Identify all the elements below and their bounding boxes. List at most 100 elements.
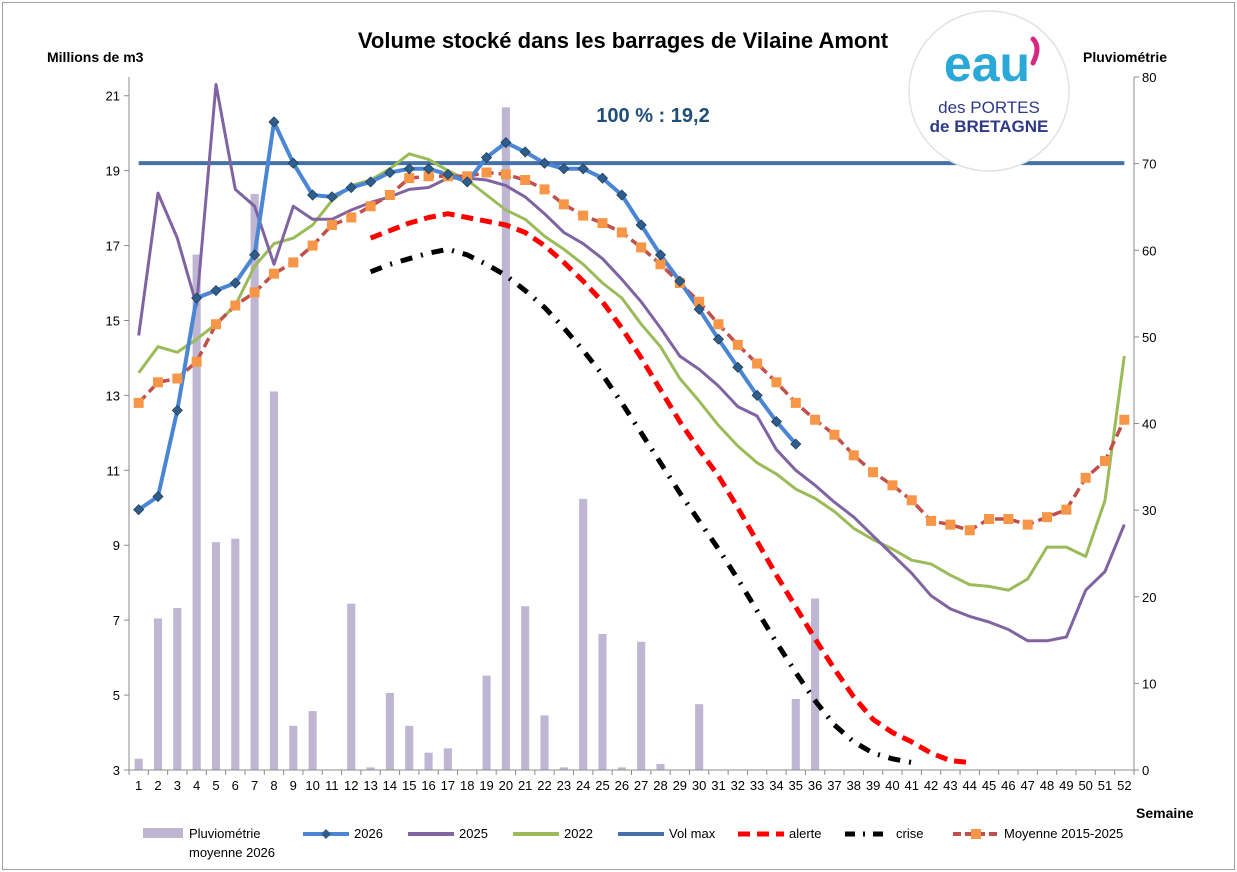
rain-bar xyxy=(443,748,452,770)
series-moyenne-point xyxy=(172,373,183,384)
legend-label: moyenne 2026 xyxy=(189,845,275,860)
series-2026-point xyxy=(480,151,493,164)
series-2026-point xyxy=(558,163,570,175)
rain-bar xyxy=(811,598,820,770)
rain-bar xyxy=(540,715,549,770)
x-tick-label: 47 xyxy=(1020,778,1034,793)
series-moyenne-point xyxy=(152,377,163,388)
legend-swatch-marker xyxy=(321,829,331,839)
series-moyenne-point xyxy=(326,219,337,230)
series-moyenne-point xyxy=(1119,414,1130,425)
series-line-alerte xyxy=(369,211,970,765)
series-moyenne-point xyxy=(1022,519,1033,530)
series-moyenne-point xyxy=(1100,455,1111,466)
series-2026-point xyxy=(500,136,512,149)
series-2026-point xyxy=(287,157,299,169)
logo-circle xyxy=(908,10,1070,172)
y-tick-label: 13 xyxy=(106,388,120,403)
series-moyenne-point xyxy=(384,189,395,200)
rain-bar xyxy=(405,725,414,770)
series-moyenne-point xyxy=(694,296,705,307)
series-2026-point xyxy=(519,146,531,158)
series-2026-point xyxy=(345,181,357,194)
series-2026-point xyxy=(171,404,183,416)
x-tick-label: 15 xyxy=(402,778,416,793)
series-moyenne-point xyxy=(1080,472,1091,483)
series-moyenne-point xyxy=(365,201,376,212)
rain-bar xyxy=(289,725,298,770)
y2-tick-label: 10 xyxy=(1142,676,1156,691)
y2-tick-label: 60 xyxy=(1142,243,1156,258)
x-tick-label: 40 xyxy=(885,778,899,793)
series-moyenne-point xyxy=(268,268,279,279)
series-moyenne-point xyxy=(964,525,975,536)
x-tick-label: 44 xyxy=(962,778,976,793)
x-tick-label: 30 xyxy=(692,778,706,793)
series-moyenne-point xyxy=(655,259,666,270)
series-moyenne-point xyxy=(887,480,898,491)
chart-title: Volume stocké dans les barrages de Vilai… xyxy=(358,28,889,53)
rain-bar xyxy=(559,767,568,770)
rain-bar xyxy=(134,758,143,770)
series-2026-point xyxy=(770,416,783,428)
x-tick-label: 27 xyxy=(634,778,648,793)
y2-tick-label: 80 xyxy=(1142,70,1156,85)
x-tick-label: 2 xyxy=(154,778,161,793)
series-moyenne-point xyxy=(191,356,202,367)
series-moyenne-point xyxy=(752,358,763,369)
series-moyenne-point xyxy=(1061,504,1072,515)
rain-bar xyxy=(269,391,279,770)
rain-bar xyxy=(695,704,704,770)
x-tick-label: 3 xyxy=(174,778,181,793)
x-tick-label: 42 xyxy=(924,778,938,793)
series-moyenne-point xyxy=(829,429,840,440)
series-moyenne-point xyxy=(732,339,743,350)
series-2026-point xyxy=(732,361,744,373)
series-2026-point xyxy=(790,438,802,450)
series-2026-point xyxy=(423,163,435,175)
rain-bar xyxy=(250,193,259,771)
x-tick-label: 39 xyxy=(866,778,880,793)
x-tick-label: 35 xyxy=(789,778,803,793)
series-markers xyxy=(133,116,1130,536)
series-line-2025 xyxy=(137,83,1126,643)
series-lines xyxy=(137,83,1126,765)
series-moyenne-point xyxy=(713,319,724,330)
series-2026-point xyxy=(365,176,377,188)
y-tick-label: 15 xyxy=(106,313,120,328)
x-tick-label: 7 xyxy=(251,778,258,793)
x-tick-label: 14 xyxy=(383,778,397,793)
x-tick-label: 17 xyxy=(441,778,455,793)
series-moyenne-point xyxy=(926,515,937,526)
x-tick-label: 33 xyxy=(750,778,764,793)
series-moyenne-point xyxy=(578,210,589,221)
y2-tick-label: 40 xyxy=(1142,417,1156,432)
x-tick-label: 22 xyxy=(537,778,551,793)
x-tick-label: 46 xyxy=(1001,778,1015,793)
y2-tick-label: 20 xyxy=(1142,590,1156,605)
legend-swatch-rain xyxy=(143,828,183,838)
rain-bar xyxy=(173,608,182,770)
series-moyenne-point xyxy=(249,287,260,298)
x-tick-label: 48 xyxy=(1040,778,1054,793)
x-tick-label: 4 xyxy=(193,778,200,793)
legend-item: 2022 xyxy=(513,826,593,841)
rain-bar xyxy=(579,498,588,770)
series-2026-point xyxy=(268,116,280,128)
legend-item: 2025 xyxy=(408,826,488,841)
rain-bar xyxy=(192,254,201,771)
series-line-2022 xyxy=(137,152,1126,592)
series-2026-point xyxy=(152,490,164,503)
legend-item: Vol max xyxy=(618,826,716,841)
series-line-moyenne-2015-2025 xyxy=(137,170,1126,533)
series-moyenne-point xyxy=(404,173,415,184)
x-tick-label: 49 xyxy=(1059,778,1073,793)
y-tick-label: 17 xyxy=(106,239,120,254)
series-2026-point xyxy=(442,168,454,180)
rainfall-bars xyxy=(134,107,820,771)
x-tick-label: 45 xyxy=(982,778,996,793)
capacity-annotation: 100 % : 19,2 xyxy=(596,105,709,127)
series-moyenne-point xyxy=(133,397,144,408)
series-moyenne-point xyxy=(230,300,241,311)
